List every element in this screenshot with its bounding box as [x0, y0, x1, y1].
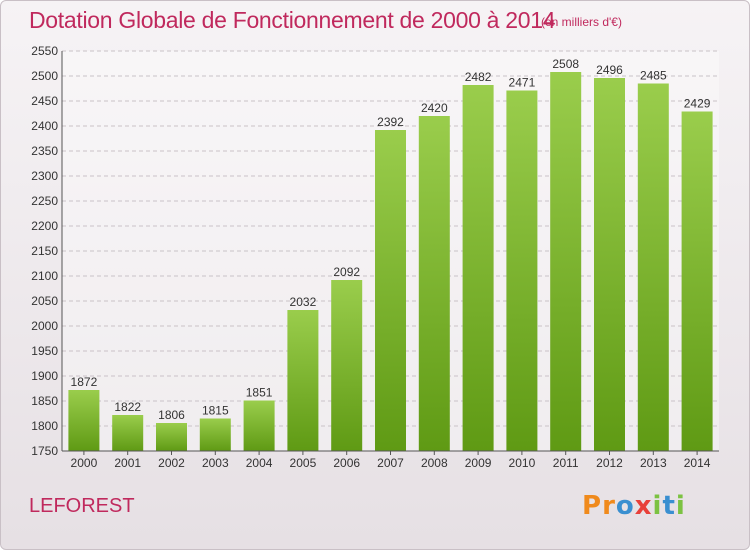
x-tick-label: 2013 [640, 456, 667, 470]
x-tick-label: 2012 [596, 456, 623, 470]
data-label: 1851 [246, 386, 273, 400]
bar [199, 418, 231, 451]
bar [156, 423, 187, 451]
data-label: 2496 [596, 63, 623, 77]
y-tick-label: 1750 [31, 444, 58, 458]
data-label: 2092 [333, 265, 360, 279]
data-label: 2482 [465, 70, 492, 84]
data-label: 2471 [509, 76, 536, 90]
data-label: 2392 [377, 115, 404, 129]
data-label: 1822 [114, 400, 141, 414]
bar [112, 415, 144, 451]
bar [506, 90, 538, 451]
data-label: 1815 [202, 404, 229, 418]
x-tick-label: 2002 [158, 456, 185, 470]
logo-letter: i [652, 491, 663, 521]
logo-letter: t [662, 491, 676, 521]
x-tick-label: 2005 [290, 456, 317, 470]
data-label: 2420 [421, 101, 448, 115]
y-tick-label: 2050 [31, 294, 58, 308]
data-label: 2485 [640, 69, 667, 83]
bar [331, 280, 363, 451]
y-tick-label: 2450 [31, 94, 58, 108]
data-label: 1872 [71, 375, 98, 389]
y-tick-label: 2500 [31, 69, 58, 83]
y-tick-label: 2350 [31, 144, 58, 158]
y-tick-label: 2400 [31, 119, 58, 133]
data-label: 2032 [290, 295, 317, 309]
logo-letter: x [634, 491, 653, 521]
y-tick-label: 2100 [31, 269, 58, 283]
x-tick-label: 2009 [465, 456, 492, 470]
y-tick-label: 1800 [31, 419, 58, 433]
data-label: 2429 [684, 97, 711, 111]
y-tick-label: 2150 [31, 244, 58, 258]
x-tick-label: 2000 [71, 456, 98, 470]
data-label: 2508 [552, 57, 579, 71]
logo-letter: r [602, 491, 616, 521]
proxiti-logo: Proxiti [582, 491, 686, 521]
y-tick-label: 1900 [31, 369, 58, 383]
commune-name: LEFOREST [29, 495, 135, 517]
x-tick-label: 2014 [684, 456, 711, 470]
x-tick-label: 2003 [202, 456, 229, 470]
bar [243, 400, 275, 451]
logo-letter: i [675, 491, 686, 521]
bar [375, 130, 406, 451]
x-tick-label: 2008 [421, 456, 448, 470]
bar [287, 310, 319, 451]
data-label: 1806 [158, 408, 185, 422]
y-tick-label: 2000 [31, 319, 58, 333]
y-tick-label: 2250 [31, 194, 58, 208]
y-tick-label: 2200 [31, 219, 58, 233]
chart-title: Dotation Globale de Fonctionnement de 20… [29, 7, 556, 33]
bar [418, 116, 450, 451]
y-tick-label: 2550 [31, 44, 58, 58]
bar [462, 85, 494, 451]
bar [594, 78, 625, 451]
bar [637, 83, 669, 451]
x-tick-label: 2001 [114, 456, 141, 470]
y-tick-label: 1950 [31, 344, 58, 358]
y-tick-label: 1850 [31, 394, 58, 408]
bar [68, 390, 100, 451]
y-tick-label: 2300 [31, 169, 58, 183]
x-tick-label: 2007 [377, 456, 404, 470]
logo-letter: o [615, 491, 635, 521]
bar [681, 111, 713, 451]
bar [550, 72, 582, 451]
x-tick-label: 2011 [553, 456, 579, 470]
logo-letter: P [582, 491, 603, 521]
x-tick-label: 2004 [246, 456, 273, 470]
x-tick-label: 2006 [333, 456, 360, 470]
x-tick-label: 2010 [509, 456, 536, 470]
chart-subtitle: (en milliers d'€) [541, 15, 622, 29]
